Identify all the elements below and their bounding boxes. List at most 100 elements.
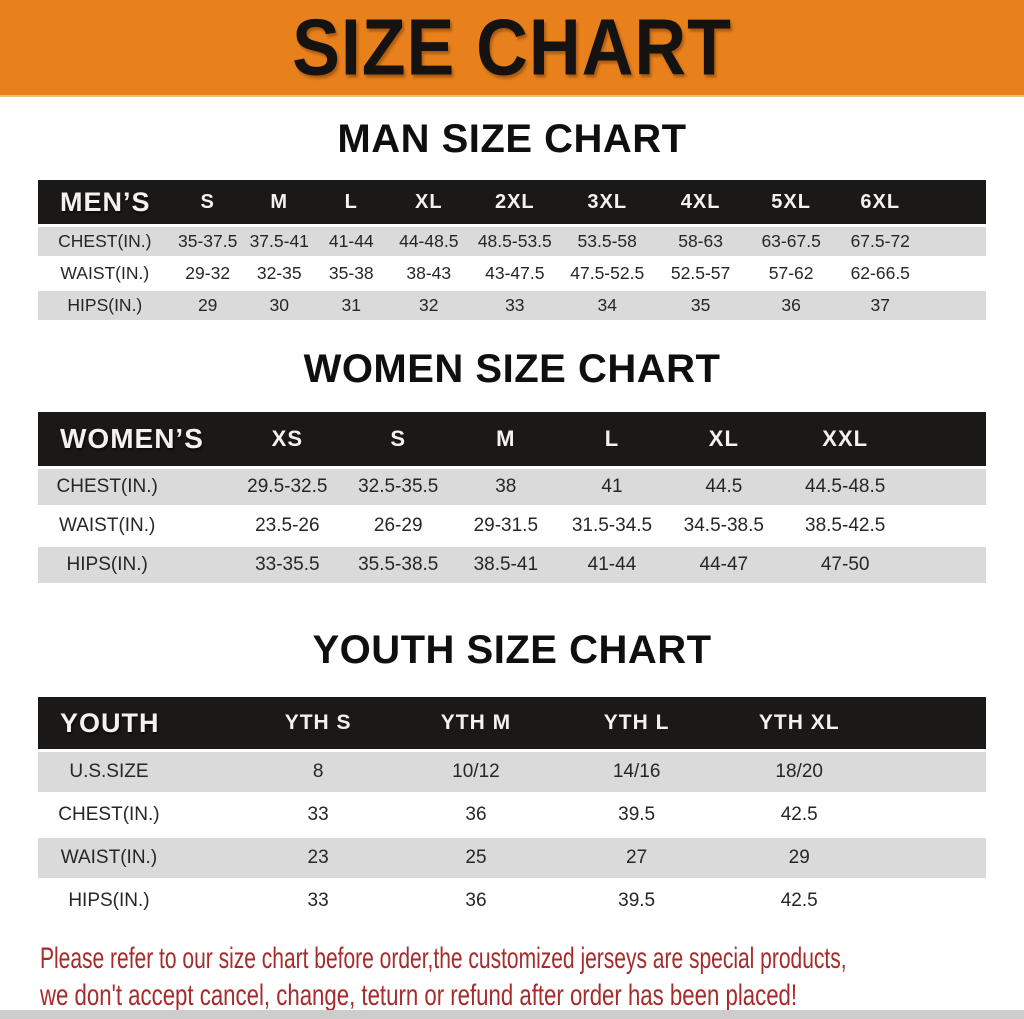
women-size-chart-heading: WOMEN SIZE CHART bbox=[303, 347, 721, 391]
size-column-header: M bbox=[243, 180, 315, 224]
spacer-cell bbox=[908, 469, 986, 505]
size-value-cell: 62-66.5 bbox=[835, 259, 925, 288]
size-column-header: 6XL bbox=[835, 180, 925, 224]
size-value-cell: 37.5-41 bbox=[243, 227, 315, 256]
table-group-label: MEN’S bbox=[38, 180, 172, 224]
size-value-cell: 25 bbox=[396, 838, 556, 878]
size-value-cell: 63-67.5 bbox=[746, 227, 836, 256]
measurement-row-label: CHEST(IN.) bbox=[38, 469, 232, 505]
measurement-row-label: WAIST(IN.) bbox=[38, 838, 240, 878]
mens-size-table: MEN’S S M L XL 2XL 3XL 4XL 5XL 6XL CHEST(IN.) 35-37… bbox=[38, 177, 986, 323]
size-value-cell: 41 bbox=[558, 469, 666, 505]
size-value-cell: 23.5-26 bbox=[231, 508, 344, 544]
bottom-strip bbox=[0, 1010, 1024, 1019]
measurement-row-label: CHEST(IN.) bbox=[38, 227, 172, 256]
size-value-cell: 31.5-34.5 bbox=[558, 508, 666, 544]
size-value-cell: 44.5-48.5 bbox=[782, 469, 909, 505]
size-value-cell: 43-47.5 bbox=[469, 259, 560, 288]
size-column-header: XXL bbox=[782, 412, 909, 466]
measurement-row: CHEST(IN.) 33 36 39.5 42.5 bbox=[38, 795, 986, 835]
spacer-cell bbox=[880, 752, 986, 792]
size-value-cell: 38.5-41 bbox=[453, 547, 559, 583]
size-value-cell: 58-63 bbox=[654, 227, 747, 256]
size-column-header: YTH XL bbox=[717, 697, 881, 749]
measurement-row-label: U.S.SIZE bbox=[38, 752, 240, 792]
table-group-label: YOUTH bbox=[38, 697, 240, 749]
size-value-cell: 44-48.5 bbox=[387, 227, 470, 256]
size-column-header: XL bbox=[387, 180, 470, 224]
size-column-header: 4XL bbox=[654, 180, 747, 224]
measurement-row: U.S.SIZE 8 10/12 14/16 18/20 bbox=[38, 752, 986, 792]
spacer-cell bbox=[880, 697, 986, 749]
size-value-cell: 31 bbox=[314, 291, 388, 320]
size-value-cell: 35-37.5 bbox=[171, 227, 244, 256]
spacer-cell bbox=[908, 508, 986, 544]
size-value-cell: 36 bbox=[746, 291, 836, 320]
size-column-header: XS bbox=[231, 412, 344, 466]
size-value-cell: 14/16 bbox=[555, 752, 718, 792]
spacer-cell bbox=[924, 259, 986, 288]
measurement-row: WAIST(IN.) 23.5-26 26-29 29-31.5 31.5-34.5 34… bbox=[38, 508, 986, 544]
measurement-row: CHEST(IN.) 35-37.5 37.5-41 41-44 44-48.5 48.5… bbox=[38, 227, 986, 256]
size-value-cell: 29 bbox=[717, 838, 881, 878]
table-header-row: WOMEN’S XS S M L XL XXL bbox=[38, 412, 986, 466]
size-value-cell: 33 bbox=[239, 795, 397, 835]
page-title: SIZE CHART bbox=[292, 2, 732, 92]
man-size-section: MAN SIZE CHART MEN’S S M L XL 2XL 3XL 4XL 5XL 6XL… bbox=[0, 115, 1024, 323]
size-value-cell: 10/12 bbox=[396, 752, 556, 792]
size-value-cell: 67.5-72 bbox=[835, 227, 925, 256]
size-value-cell: 53.5-58 bbox=[559, 227, 655, 256]
measurement-row: HIPS(IN.) 29 30 31 32 33 34 35 36 37 bbox=[38, 291, 986, 320]
size-column-header: 2XL bbox=[469, 180, 560, 224]
size-value-cell: 35.5-38.5 bbox=[343, 547, 454, 583]
spacer-cell bbox=[924, 180, 986, 224]
size-column-header: 5XL bbox=[746, 180, 836, 224]
size-value-cell: 29 bbox=[171, 291, 244, 320]
measurement-row-label: HIPS(IN.) bbox=[38, 881, 240, 921]
size-value-cell: 39.5 bbox=[555, 795, 718, 835]
size-column-header: YTH L bbox=[555, 697, 718, 749]
size-value-cell: 27 bbox=[555, 838, 718, 878]
size-value-cell: 36 bbox=[396, 881, 556, 921]
size-value-cell: 47.5-52.5 bbox=[559, 259, 655, 288]
size-value-cell: 41-44 bbox=[314, 227, 388, 256]
spacer-cell bbox=[924, 227, 986, 256]
size-value-cell: 38.5-42.5 bbox=[782, 508, 909, 544]
measurement-row-label: WAIST(IN.) bbox=[38, 508, 232, 544]
size-value-cell: 37 bbox=[835, 291, 925, 320]
spacer-cell bbox=[908, 412, 986, 466]
spacer-cell bbox=[880, 838, 986, 878]
size-value-cell: 41-44 bbox=[558, 547, 666, 583]
youth-size-chart-heading: YOUTH SIZE CHART bbox=[312, 628, 712, 672]
size-value-cell: 34 bbox=[559, 291, 655, 320]
measurement-row-label: CHEST(IN.) bbox=[38, 795, 240, 835]
table-header-row: MEN’S S M L XL 2XL 3XL 4XL 5XL 6XL bbox=[38, 180, 986, 224]
size-value-cell: 35 bbox=[654, 291, 747, 320]
size-value-cell: 38 bbox=[453, 469, 559, 505]
size-value-cell: 35-38 bbox=[314, 259, 388, 288]
size-value-cell: 32 bbox=[387, 291, 470, 320]
man-size-chart-heading: MAN SIZE CHART bbox=[337, 117, 687, 161]
size-value-cell: 8 bbox=[239, 752, 397, 792]
size-value-cell: 48.5-53.5 bbox=[469, 227, 560, 256]
size-column-header: YTH M bbox=[396, 697, 556, 749]
size-value-cell: 42.5 bbox=[717, 881, 881, 921]
size-value-cell: 38-43 bbox=[387, 259, 470, 288]
measurement-row: HIPS(IN.) 33 36 39.5 42.5 bbox=[38, 881, 986, 921]
size-value-cell: 42.5 bbox=[717, 795, 881, 835]
size-value-cell: 36 bbox=[396, 795, 556, 835]
size-value-cell: 33 bbox=[469, 291, 560, 320]
size-value-cell: 30 bbox=[243, 291, 315, 320]
size-column-header: YTH S bbox=[239, 697, 397, 749]
size-column-header: S bbox=[171, 180, 244, 224]
youth-size-table: YOUTH YTH S YTH M YTH L YTH XL U.S.SIZE 8 10/12… bbox=[38, 694, 986, 924]
measurement-row: HIPS(IN.) 33-35.5 35.5-38.5 38.5-41 41-44 44-… bbox=[38, 547, 986, 583]
size-value-cell: 32-35 bbox=[243, 259, 315, 288]
size-column-header: 3XL bbox=[559, 180, 655, 224]
spacer-cell bbox=[908, 547, 986, 583]
womens-size-table: WOMEN’S XS S M L XL XXL CHEST(IN.) 29.5-32.5 32.5… bbox=[38, 409, 986, 586]
table-header-row: YOUTH YTH S YTH M YTH L YTH XL bbox=[38, 697, 986, 749]
spacer-cell bbox=[924, 291, 986, 320]
size-value-cell: 26-29 bbox=[343, 508, 454, 544]
